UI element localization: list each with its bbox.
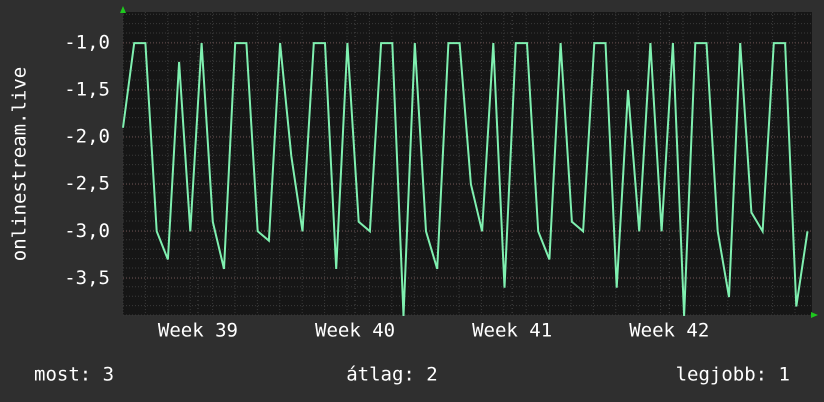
x-tick-label: Week 41 <box>472 320 552 342</box>
y-tick-label: -3,5 <box>64 267 110 289</box>
summary-avg: átlag: 2 <box>346 364 438 386</box>
arrow <box>120 6 126 13</box>
x-tick-label: Week 39 <box>158 320 238 342</box>
arrow <box>811 312 818 318</box>
plot-area <box>123 12 812 315</box>
summary-now: most: 3 <box>34 364 114 386</box>
x-tick-label: Week 40 <box>315 320 395 342</box>
y-tick-label: -3,0 <box>64 220 110 242</box>
y-tick-label: -2,0 <box>64 126 110 148</box>
series-line <box>122 42 809 316</box>
y-tick-label: -1,0 <box>64 32 110 54</box>
x-tick-label: Week 42 <box>629 320 709 342</box>
y-tick-label: -1,5 <box>64 79 110 101</box>
y-axis-label: onlinestream.live <box>9 67 31 261</box>
y-tick-label: -2,5 <box>64 173 110 195</box>
summary-best: legjobb: 1 <box>676 364 790 386</box>
